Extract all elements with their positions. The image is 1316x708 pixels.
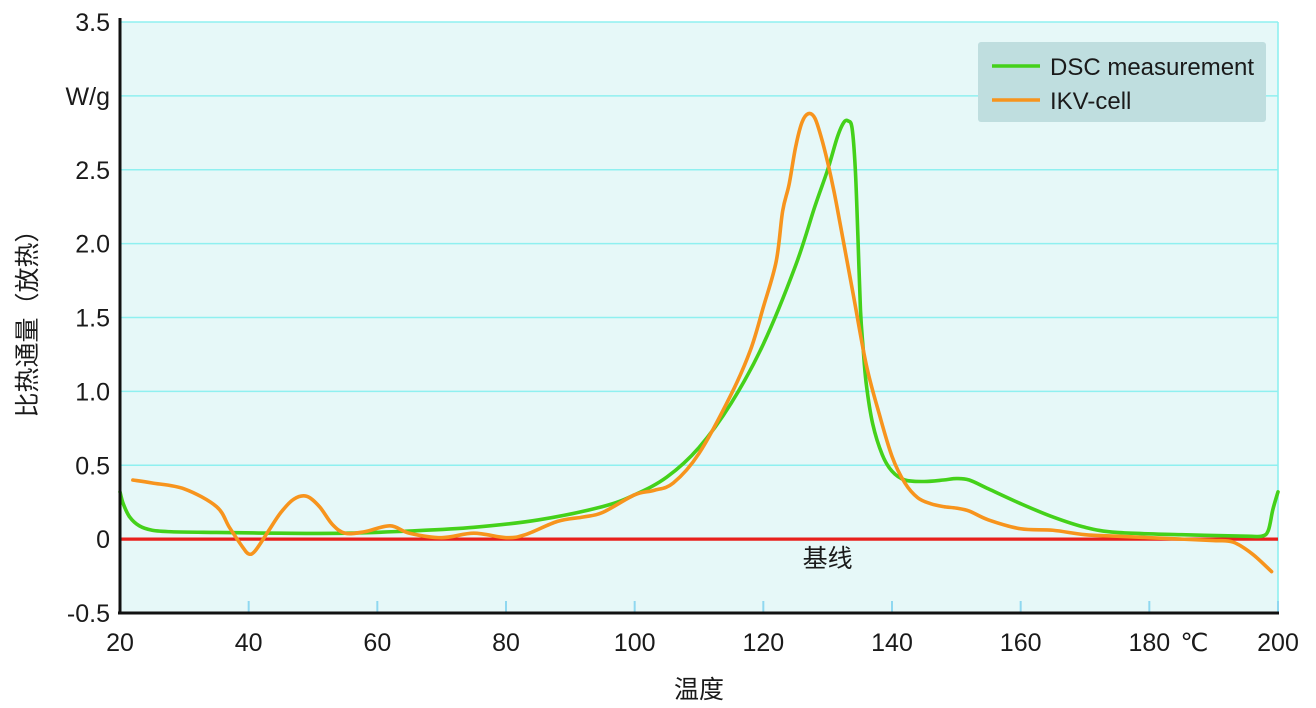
y-tick-label: 2.0 bbox=[75, 231, 110, 259]
y-tick-labels: 3.5 2.5 2.0 1.5 1.0 0.5 0 -0.5 bbox=[67, 9, 110, 628]
y-tick-label: 2.5 bbox=[75, 157, 110, 185]
legend-label-ikv: IKV-cell bbox=[1050, 88, 1131, 115]
x-tick-label: 60 bbox=[363, 629, 391, 657]
x-axis-title: 温度 bbox=[674, 675, 724, 704]
y-tick-label: 3.5 bbox=[75, 9, 110, 37]
y-tick-label: 0 bbox=[96, 526, 110, 554]
legend-background bbox=[978, 42, 1266, 122]
x-tick-label: 20 bbox=[106, 629, 134, 657]
x-tick-label: 180 bbox=[1128, 629, 1170, 657]
x-axis-ticks bbox=[247, 601, 1279, 613]
y-tick-label: -0.5 bbox=[67, 600, 110, 628]
y-axis-title: 比热通量（放热） bbox=[13, 217, 42, 417]
y-tick-label: 0.5 bbox=[75, 452, 110, 480]
series-line-ikv bbox=[131, 111, 1274, 574]
x-tick-label: 120 bbox=[742, 629, 784, 657]
y-unit-label: W/g bbox=[66, 83, 110, 111]
baseline-label: 基线 bbox=[803, 544, 853, 573]
axes bbox=[118, 18, 1279, 615]
x-tick-label: 40 bbox=[235, 629, 263, 657]
x-tick-labels: 20 40 60 80 100 120 140 160 180 200 bbox=[106, 629, 1299, 657]
x-tick-label: 160 bbox=[1000, 629, 1042, 657]
series-group bbox=[118, 111, 1280, 574]
x-unit-label: ℃ bbox=[1180, 629, 1208, 657]
legend: DSC measurement IKV-cell bbox=[978, 42, 1266, 122]
y-tick-label: 1.5 bbox=[75, 305, 110, 333]
x-tick-label: 100 bbox=[614, 629, 656, 657]
legend-label-dsc: DSC measurement bbox=[1050, 54, 1254, 81]
x-tick-label: 200 bbox=[1257, 629, 1299, 657]
y-tick-label: 1.0 bbox=[75, 378, 110, 406]
x-tick-label: 80 bbox=[492, 629, 520, 657]
x-tick-label: 140 bbox=[871, 629, 913, 657]
